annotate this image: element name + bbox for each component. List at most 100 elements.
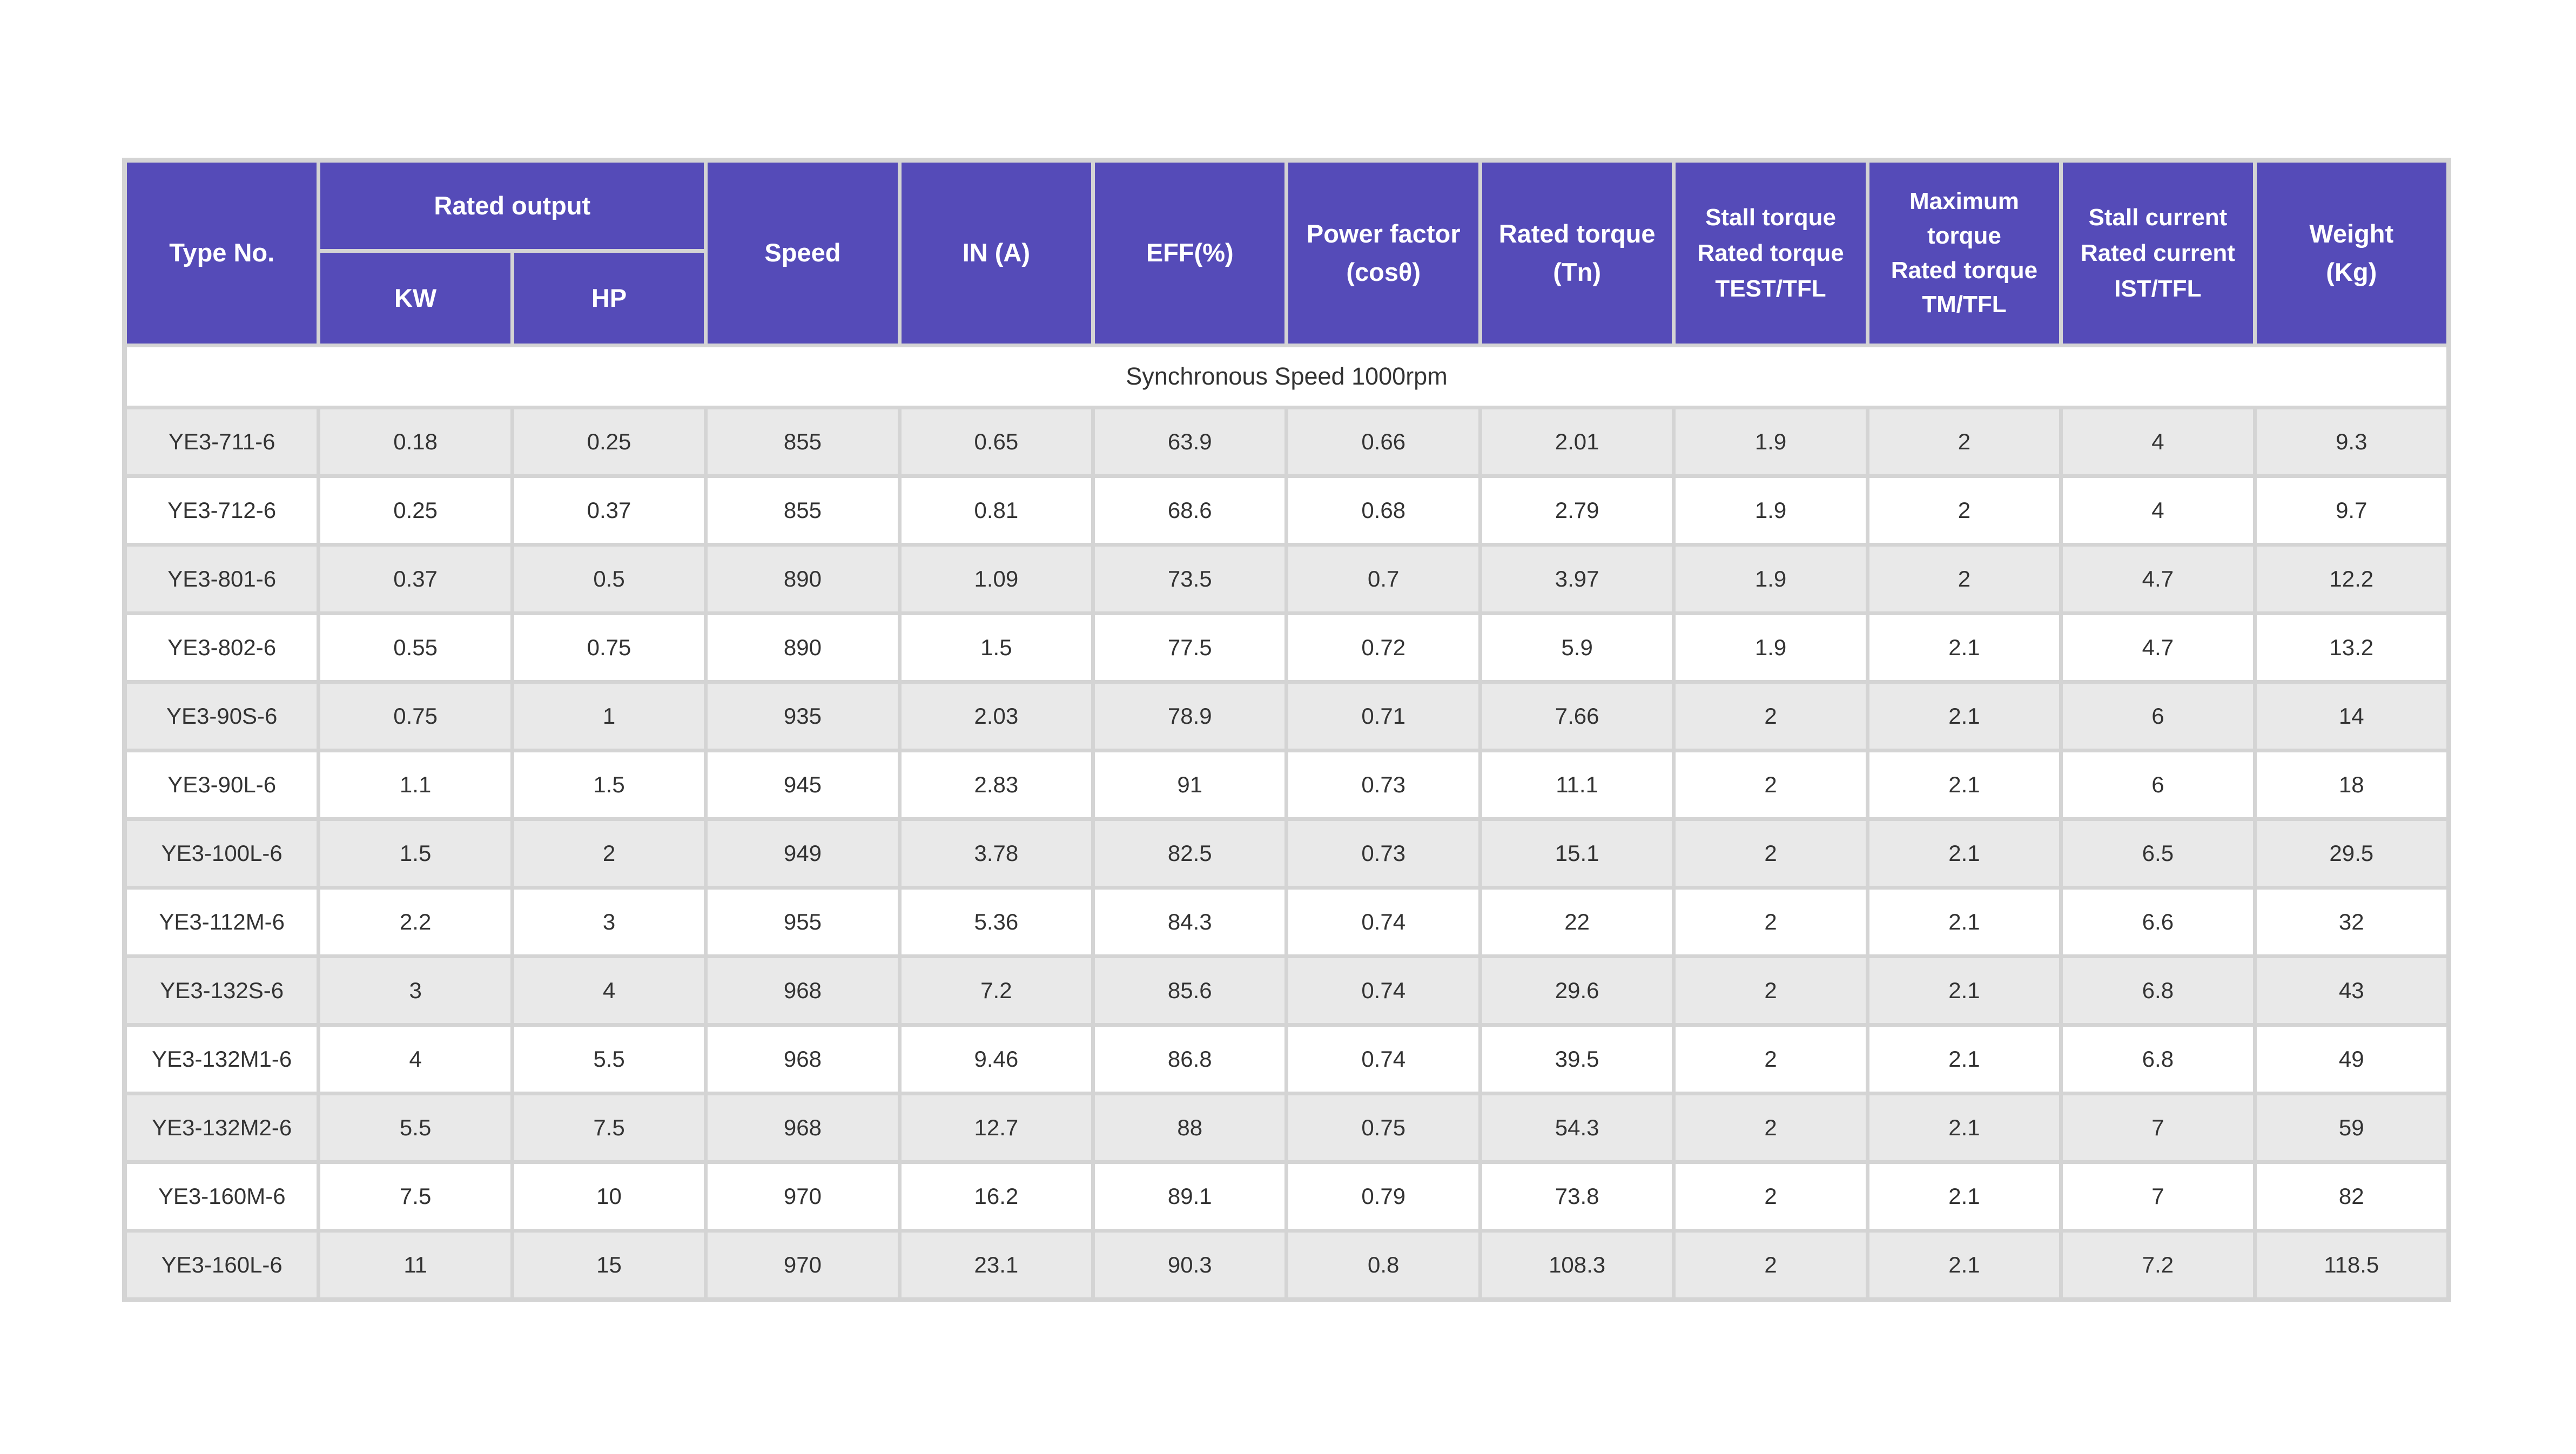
type-no-cell: YE3-132M2-6	[127, 1095, 317, 1160]
value-cell: 0.74	[1288, 1027, 1478, 1092]
value-cell: 0.75	[514, 615, 704, 680]
header-cell-type-no: Type No.	[127, 163, 317, 344]
value-cell: 3	[514, 890, 704, 954]
value-cell: 2	[1676, 752, 1866, 817]
value-cell: 78.9	[1095, 684, 1285, 749]
value-cell: 1.5	[514, 752, 704, 817]
value-cell: 63.9	[1095, 409, 1285, 474]
value-cell: 890	[708, 615, 898, 680]
value-cell: 5.5	[320, 1095, 510, 1160]
value-cell: 7.2	[2063, 1233, 2253, 1297]
value-cell: 890	[708, 547, 898, 611]
header-cell-speed: Speed	[708, 163, 898, 344]
value-cell: 0.75	[320, 684, 510, 749]
type-no-cell: YE3-132S-6	[127, 958, 317, 1023]
value-cell: 2	[1676, 1233, 1866, 1297]
value-cell: 1	[514, 684, 704, 749]
value-cell: 0.81	[901, 478, 1092, 543]
value-cell: 2	[1676, 1095, 1866, 1160]
table-row: YE3-711-6 0.18 0.25 855 0.65 63.9 0.66 2.01 1.9 2…	[127, 409, 2446, 474]
value-cell: 13.2	[2256, 615, 2446, 680]
header-cell-weight: Weight (Kg)	[2256, 163, 2446, 344]
value-cell: 7.5	[320, 1164, 510, 1229]
value-cell: 73.8	[1482, 1164, 1672, 1229]
value-cell: 6.5	[2063, 821, 2253, 886]
value-cell: 16.2	[901, 1164, 1092, 1229]
value-cell: 2.1	[1869, 1164, 2060, 1229]
value-cell: 2.1	[1869, 1027, 2060, 1092]
value-cell: 3.78	[901, 821, 1092, 886]
value-cell: 2.1	[1869, 1233, 2060, 1297]
type-no-cell: YE3-132M1-6	[127, 1027, 317, 1092]
value-cell: 949	[708, 821, 898, 886]
table-row: YE3-712-6 0.25 0.37 855 0.81 68.6 0.68 2.79 1.9 2…	[127, 478, 2446, 543]
table-row: YE3-160L-6 11 15 970 23.1 90.3 0.8 108.3 2 2.1 7.2…	[127, 1233, 2446, 1297]
value-cell: 2	[1869, 478, 2060, 543]
value-cell: 82	[2256, 1164, 2446, 1229]
value-cell: 12.2	[2256, 547, 2446, 611]
value-cell: 4.7	[2063, 547, 2253, 611]
value-cell: 4.7	[2063, 615, 2253, 680]
value-cell: 2	[1676, 1027, 1866, 1092]
value-cell: 0.66	[1288, 409, 1478, 474]
type-no-cell: YE3-711-6	[127, 409, 317, 474]
header-cell-kw: KW	[320, 253, 510, 344]
value-cell: 1.5	[901, 615, 1092, 680]
value-cell: 2.1	[1869, 684, 2060, 749]
value-cell: 6	[2063, 684, 2253, 749]
type-no-cell: YE3-112M-6	[127, 890, 317, 954]
value-cell: 2.1	[1869, 958, 2060, 1023]
value-cell: 1.9	[1676, 409, 1866, 474]
value-cell: 935	[708, 684, 898, 749]
value-cell: 2.1	[1869, 615, 2060, 680]
value-cell: 1.1	[320, 752, 510, 817]
value-cell: 0.75	[1288, 1095, 1478, 1160]
value-cell: 29.6	[1482, 958, 1672, 1023]
value-cell: 2.2	[320, 890, 510, 954]
header-cell-stall-current: Stall current Rated current IST/TFL	[2063, 163, 2253, 344]
value-cell: 32	[2256, 890, 2446, 954]
value-cell: 4	[2063, 478, 2253, 543]
value-cell: 2	[1676, 821, 1866, 886]
value-cell: 2.1	[1869, 821, 2060, 886]
header-cell-rated-torque: Rated torque (Tn)	[1482, 163, 1672, 344]
value-cell: 2.1	[1869, 1095, 2060, 1160]
table-header: Type No. Rated output KW HP Speed IN (A)…	[127, 163, 2446, 344]
value-cell: 54.3	[1482, 1095, 1672, 1160]
value-cell: 1.9	[1676, 615, 1866, 680]
value-cell: 9.7	[2256, 478, 2446, 543]
value-cell: 84.3	[1095, 890, 1285, 954]
value-cell: 5.9	[1482, 615, 1672, 680]
value-cell: 855	[708, 409, 898, 474]
value-cell: 89.1	[1095, 1164, 1285, 1229]
value-cell: 0.55	[320, 615, 510, 680]
value-cell: 0.18	[320, 409, 510, 474]
type-no-cell: YE3-90S-6	[127, 684, 317, 749]
value-cell: 1.5	[320, 821, 510, 886]
value-cell: 82.5	[1095, 821, 1285, 886]
value-cell: 15	[514, 1233, 704, 1297]
value-cell: 43	[2256, 958, 2446, 1023]
value-cell: 955	[708, 890, 898, 954]
header-cell-rated-output: Rated output	[320, 163, 704, 249]
value-cell: 968	[708, 958, 898, 1023]
value-cell: 91	[1095, 752, 1285, 817]
value-cell: 2	[1676, 1164, 1866, 1229]
type-no-cell: YE3-100L-6	[127, 821, 317, 886]
value-cell: 5.36	[901, 890, 1092, 954]
value-cell: 3.97	[1482, 547, 1672, 611]
table-row: YE3-90L-6 1.1 1.5 945 2.83 91 0.73 11.1 2 2.1 6 18	[127, 752, 2446, 817]
value-cell: 11.1	[1482, 752, 1672, 817]
table-row: YE3-802-6 0.55 0.75 890 1.5 77.5 0.72 5.9 1.9 2.1…	[127, 615, 2446, 680]
value-cell: 2	[1869, 409, 2060, 474]
value-cell: 0.73	[1288, 752, 1478, 817]
type-no-cell: YE3-712-6	[127, 478, 317, 543]
value-cell: 86.8	[1095, 1027, 1285, 1092]
value-cell: 77.5	[1095, 615, 1285, 680]
value-cell: 108.3	[1482, 1233, 1672, 1297]
value-cell: 2	[1676, 890, 1866, 954]
value-cell: 2	[1676, 684, 1866, 749]
value-cell: 6	[2063, 752, 2253, 817]
value-cell: 0.68	[1288, 478, 1478, 543]
